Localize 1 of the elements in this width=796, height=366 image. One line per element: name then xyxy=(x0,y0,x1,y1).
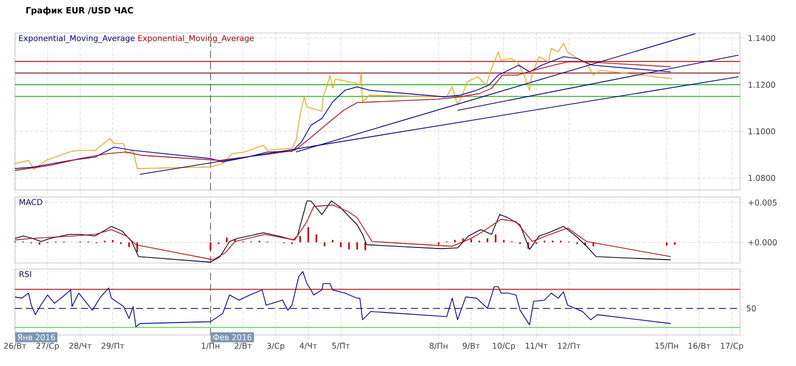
chart-title: График EUR /USD ЧАС xyxy=(26,6,133,16)
